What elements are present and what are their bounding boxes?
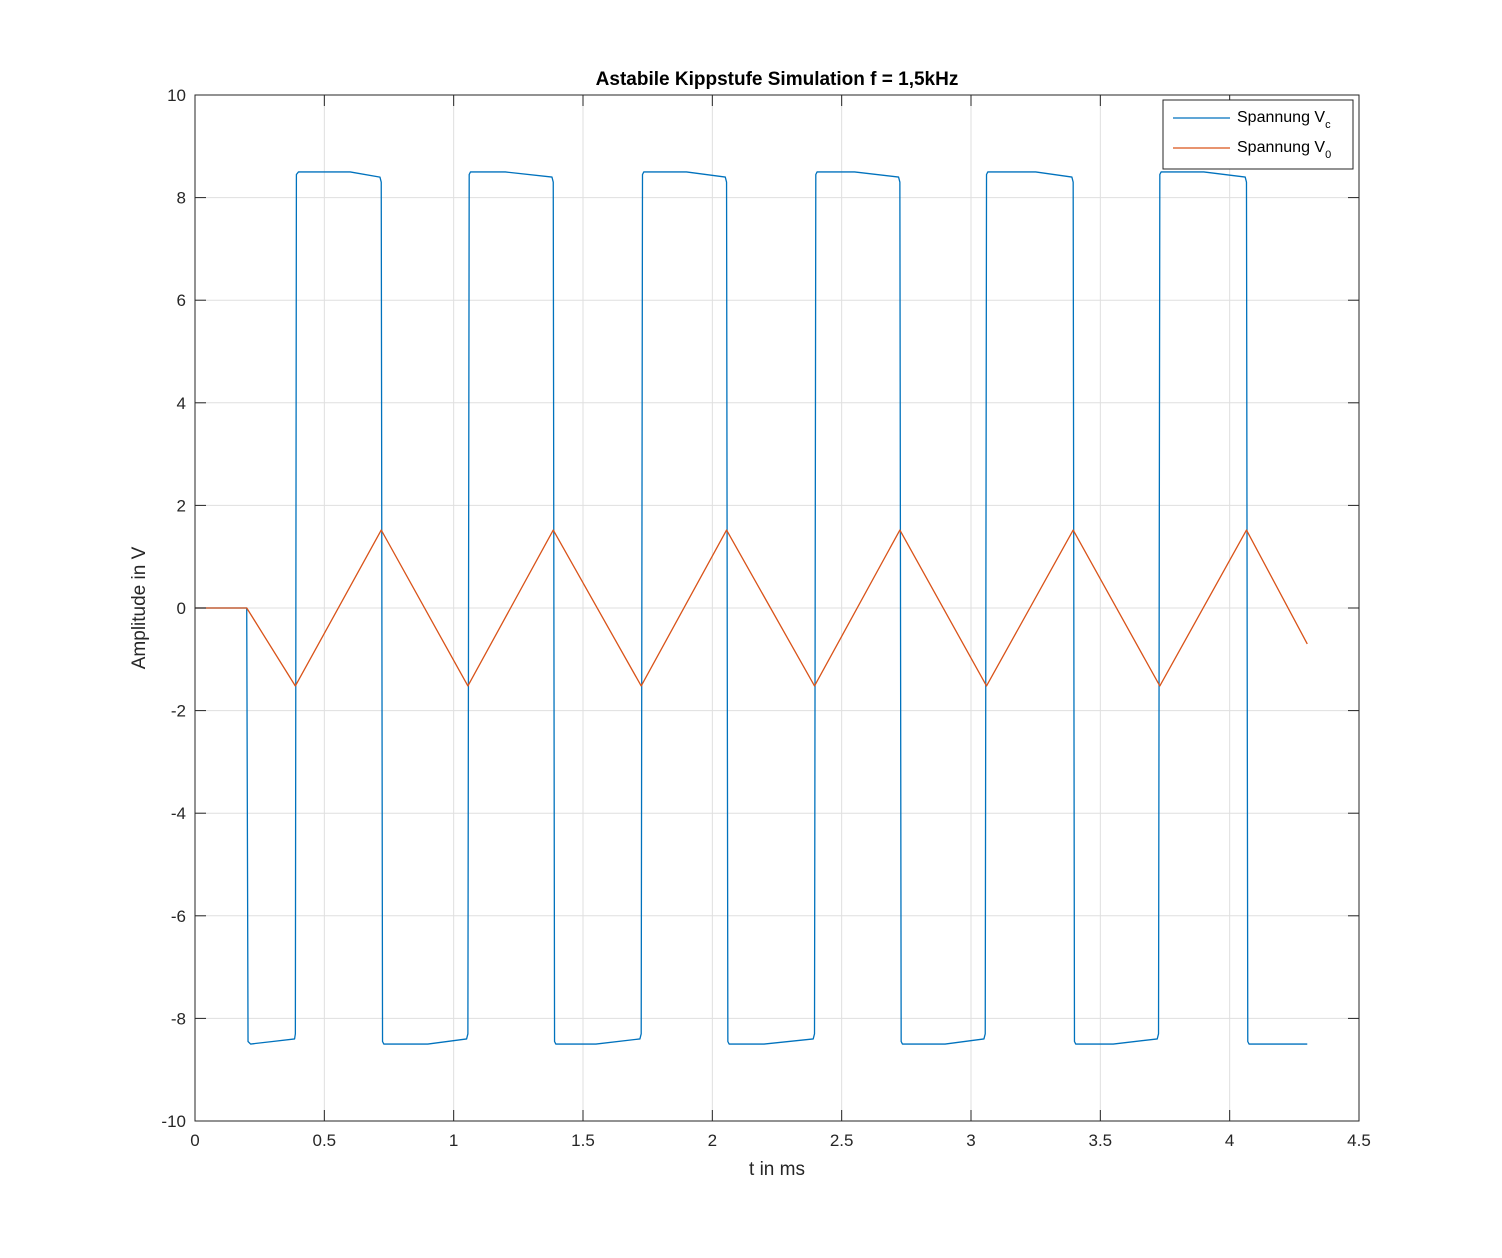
x-tick-label: 1 [449, 1131, 458, 1150]
x-tick-label: 4.5 [1347, 1131, 1371, 1150]
x-tick-label: 4 [1225, 1131, 1234, 1150]
legend-label-1: Spannung Vc [1237, 109, 1331, 131]
x-tick-label: 3 [966, 1131, 975, 1150]
ticks: 0 0.5 1 1.5 2 2.5 3 3.5 4 4.5 -10 -8 -6 -4 -2 0 2 4 6 8 10 [161, 86, 1370, 1150]
y-tick-label: -6 [171, 907, 186, 926]
y-axis-label: Amplitude in V [129, 546, 150, 669]
y-tick-label: 10 [167, 86, 186, 105]
x-tick-label: 1.5 [571, 1131, 595, 1150]
x-tick-label: 0 [190, 1131, 199, 1150]
x-tick-label: 2.5 [830, 1131, 854, 1150]
x-tick-label: 0.5 [313, 1131, 337, 1150]
legend: Spannung Vc Spannung V0 [1162, 99, 1354, 170]
series-line-1 [195, 171, 1308, 1045]
y-tick-label: -10 [161, 1112, 186, 1131]
legend-label-2: Spannung V0 [1237, 139, 1331, 161]
y-tick-label: 0 [177, 599, 186, 618]
y-tick-label: -2 [171, 702, 186, 721]
legend-box [1162, 99, 1354, 170]
x-axis-label: t in ms [749, 1159, 805, 1180]
chart-title: Astabile Kippstufe Simulation f = 1,5kHz [596, 69, 959, 90]
y-tick-label: 4 [177, 394, 186, 413]
series-layer [195, 171, 1308, 1045]
y-tick-label: 6 [177, 291, 186, 310]
y-tick-label: -4 [171, 804, 186, 823]
series-line-2 [195, 529, 1308, 687]
x-tick-label: 3.5 [1089, 1131, 1113, 1150]
y-tick-label: 8 [177, 189, 186, 208]
x-tick-label: 2 [708, 1131, 717, 1150]
y-tick-label: 2 [177, 496, 186, 515]
y-tick-label: -8 [171, 1009, 186, 1028]
